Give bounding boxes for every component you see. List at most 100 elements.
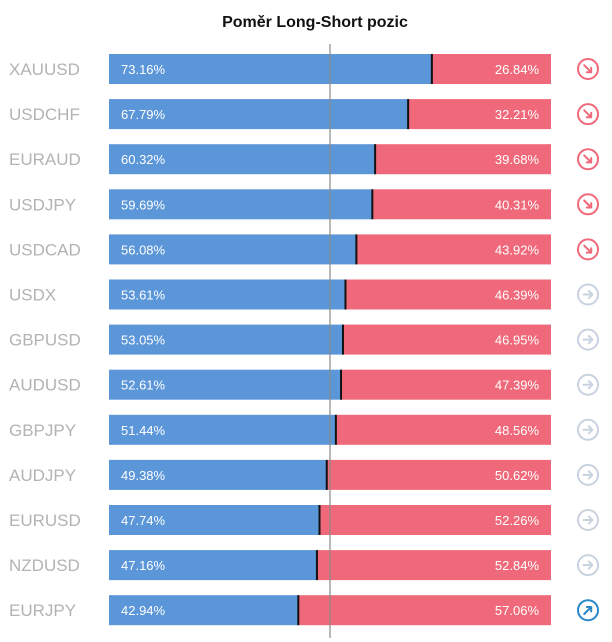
- row-usdchf: USDCHF 67.79% 32.21%: [9, 99, 599, 130]
- bar-divider: [325, 459, 328, 490]
- row-usdcad: USDCAD 56.08% 43.92%: [9, 234, 599, 265]
- symbol-label: GBPJPY: [9, 421, 76, 440]
- bar-divider: [344, 279, 347, 310]
- short-percent-label: 52.26%: [495, 513, 540, 528]
- short-percent-label: 46.95%: [495, 333, 540, 348]
- short-bar: [320, 505, 551, 535]
- bar-divider: [374, 144, 377, 175]
- row-usdjpy: USDJPY 59.69% 40.31%: [9, 189, 599, 220]
- short-bar: [432, 54, 551, 84]
- short-bar: [356, 234, 551, 265]
- long-percent-label: 47.16%: [121, 558, 166, 573]
- long-percent-label: 51.44%: [121, 423, 166, 438]
- short-percent-label: 47.39%: [495, 378, 540, 393]
- long-bar: [109, 414, 337, 445]
- long-percent-label: 56.08%: [121, 242, 166, 257]
- long-bar: [109, 369, 342, 400]
- long-percent-label: 53.61%: [121, 288, 166, 303]
- arrow-right-icon: [577, 373, 599, 396]
- symbol-label: EURAUD: [9, 150, 81, 169]
- bar-divider: [341, 324, 344, 355]
- symbol-label: USDCAD: [9, 240, 81, 259]
- long-percent-label: 73.16%: [121, 62, 166, 77]
- row-nzdusd: NZDUSD 47.16% 52.84%: [9, 550, 599, 581]
- short-bar: [341, 369, 551, 400]
- long-percent-label: 49.38%: [121, 468, 166, 483]
- arrow-right-icon: [577, 283, 599, 306]
- long-percent-label: 67.79%: [121, 107, 166, 122]
- bar-divider: [340, 369, 343, 400]
- bar-divider: [318, 505, 321, 535]
- bar-divider: [371, 189, 374, 220]
- long-bar: [109, 234, 357, 265]
- long-bar: [109, 505, 321, 535]
- symbol-label: USDCHF: [9, 105, 80, 124]
- short-bar: [375, 144, 551, 175]
- row-gbpusd: GBPUSD 53.05% 46.95%: [9, 324, 599, 355]
- short-percent-label: 50.62%: [495, 468, 540, 483]
- symbol-label: NZDUSD: [9, 556, 80, 575]
- bar-divider: [297, 595, 300, 626]
- row-usdx: USDX 53.61% 46.39%: [9, 279, 599, 310]
- row-euraud: EURAUD 60.32% 39.68%: [9, 144, 599, 175]
- short-percent-label: 39.68%: [495, 152, 540, 167]
- short-bar: [408, 99, 551, 130]
- arrow-down-right-icon: [577, 148, 599, 171]
- arrow-right-icon: [577, 328, 599, 351]
- bar-divider: [334, 414, 337, 445]
- symbol-label: USDX: [9, 286, 56, 305]
- chart-rows: XAUUSD 73.16% 26.84% USDCHF 67.79% 32.21% EURA…: [9, 54, 599, 626]
- long-bar: [109, 459, 328, 490]
- long-percent-label: 53.05%: [121, 333, 166, 348]
- symbol-label: AUDUSD: [9, 376, 81, 395]
- row-gbpjpy: GBPJPY 51.44% 48.56%: [9, 414, 599, 445]
- arrow-down-right-icon: [577, 193, 599, 216]
- short-bar: [298, 595, 551, 626]
- short-bar: [343, 324, 551, 355]
- short-percent-label: 57.06%: [495, 603, 540, 618]
- short-percent-label: 26.84%: [495, 62, 540, 77]
- symbol-label: AUDJPY: [9, 466, 76, 485]
- short-percent-label: 46.39%: [495, 288, 540, 303]
- long-bar: [109, 144, 376, 175]
- arrow-right-icon: [577, 463, 599, 486]
- long-bar: [109, 279, 346, 310]
- short-bar: [336, 414, 551, 445]
- row-audusd: AUDUSD 52.61% 47.39%: [9, 369, 599, 400]
- symbol-label: EURUSD: [9, 511, 81, 530]
- arrow-right-icon: [577, 509, 599, 531]
- bar-divider: [430, 54, 433, 84]
- bar-divider: [355, 234, 358, 265]
- chart-title: Poměr Long-Short pozic: [222, 14, 408, 31]
- short-percent-label: 40.31%: [495, 197, 540, 212]
- long-percent-label: 42.94%: [121, 603, 166, 618]
- arrow-down-right-icon: [577, 238, 599, 261]
- arrow-down-right-icon: [577, 103, 599, 126]
- short-percent-label: 52.84%: [495, 558, 540, 573]
- row-audjpy: AUDJPY 49.38% 50.62%: [9, 459, 599, 490]
- short-percent-label: 43.92%: [495, 242, 540, 257]
- arrow-right-icon: [577, 418, 599, 441]
- long-bar: [109, 595, 299, 626]
- short-percent-label: 48.56%: [495, 423, 540, 438]
- long-bar: [109, 189, 373, 220]
- long-bar: [109, 324, 344, 355]
- row-eurjpy: EURJPY 42.94% 57.06%: [9, 595, 599, 626]
- long-bar: [109, 550, 318, 581]
- long-percent-label: 52.61%: [121, 378, 166, 393]
- long-bar: [109, 54, 433, 84]
- symbol-label: EURJPY: [9, 601, 76, 620]
- arrow-up-right-icon: [577, 599, 599, 622]
- bar-divider: [407, 99, 410, 130]
- row-eurusd: EURUSD 47.74% 52.26%: [9, 505, 599, 535]
- symbol-label: XAUUSD: [9, 60, 80, 79]
- arrow-right-icon: [577, 554, 599, 577]
- short-bar: [327, 459, 551, 490]
- bar-divider: [315, 550, 318, 581]
- long-percent-label: 60.32%: [121, 152, 166, 167]
- long-percent-label: 47.74%: [121, 513, 166, 528]
- short-bar: [372, 189, 551, 220]
- symbol-label: GBPUSD: [9, 331, 81, 350]
- short-bar: [317, 550, 551, 581]
